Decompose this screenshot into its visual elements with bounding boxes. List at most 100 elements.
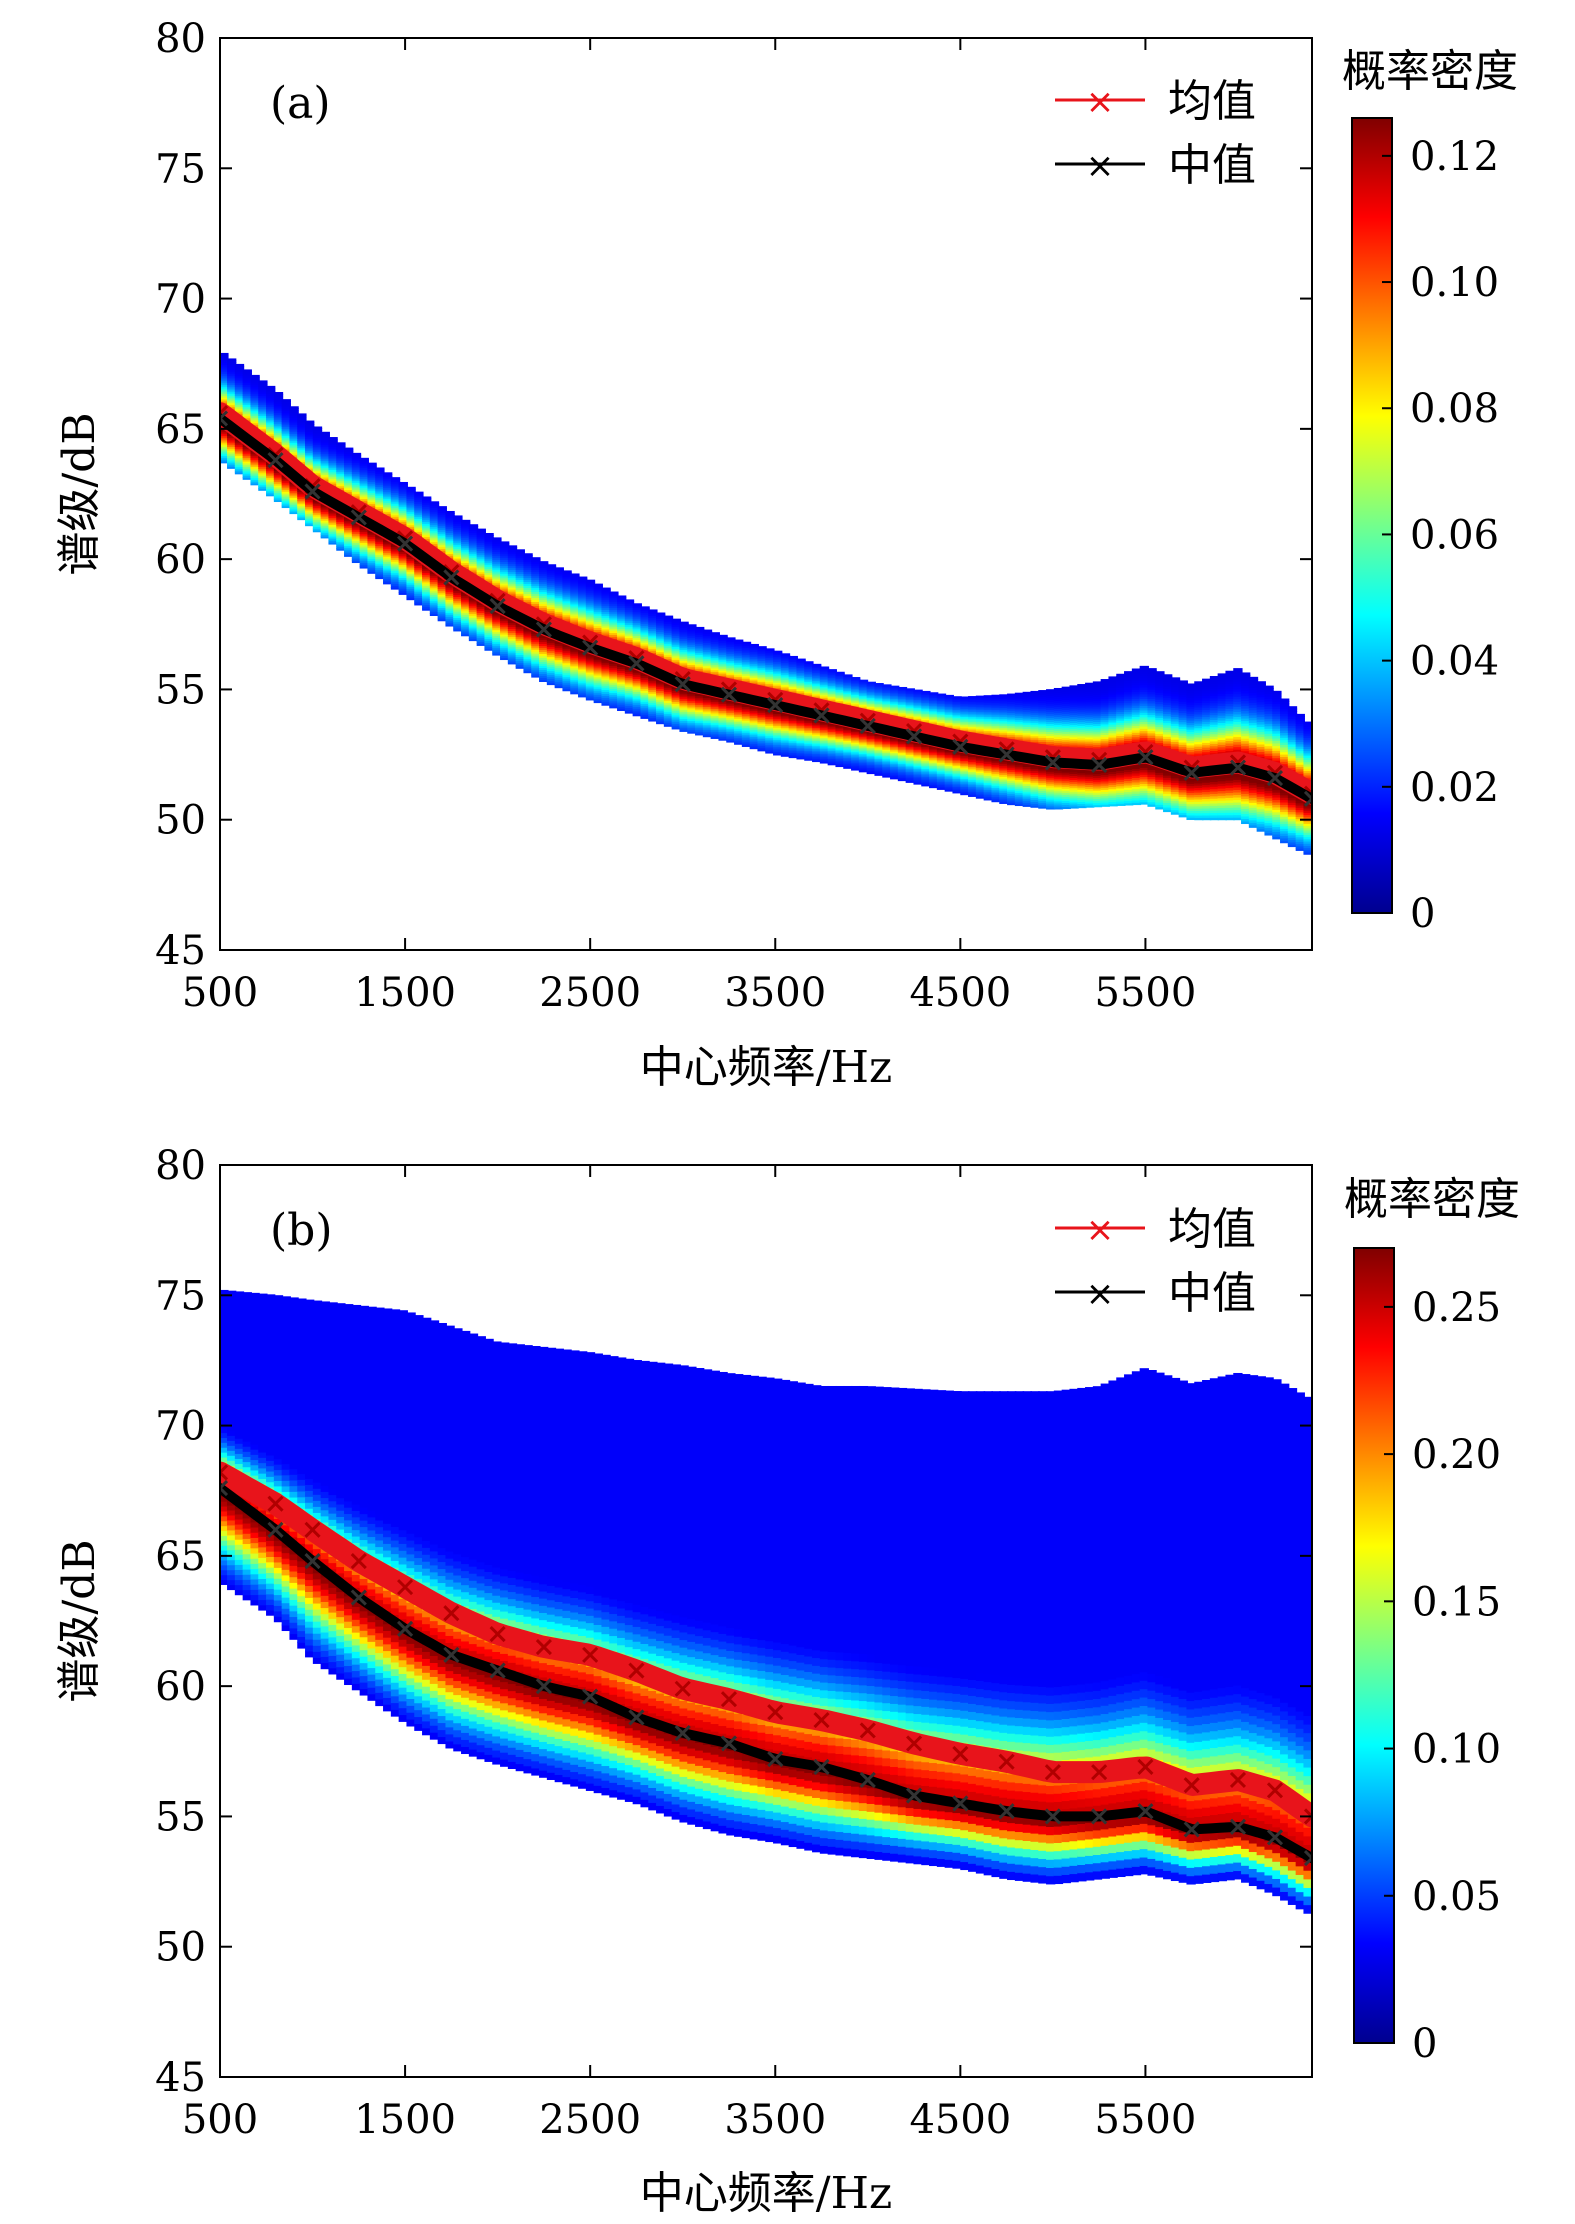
density-cell (679, 665, 689, 669)
density-cell (414, 568, 424, 572)
density-cell (726, 720, 736, 724)
density-cell (250, 374, 260, 378)
density-cell (718, 729, 728, 732)
density-cell (328, 470, 338, 474)
density-cell (741, 655, 752, 659)
density-cell (757, 672, 767, 675)
density-cell (500, 645, 510, 649)
density-cell (632, 642, 642, 646)
density-cell (476, 627, 486, 631)
density-cell (297, 443, 307, 447)
density-cell (562, 578, 572, 582)
density-cell (515, 628, 525, 632)
density-cell (523, 586, 533, 590)
density-cell (289, 418, 299, 422)
density-cell (617, 597, 627, 601)
density-cell (281, 426, 291, 429)
density-cell (640, 608, 650, 612)
density-cell (546, 604, 557, 608)
density-cell (585, 671, 596, 675)
density-cell (429, 537, 440, 541)
density-cell (796, 671, 806, 675)
density-cell (671, 697, 681, 701)
density-cell (367, 468, 377, 471)
density-cell (741, 652, 752, 655)
density-cell (687, 725, 697, 729)
density-cell (328, 513, 338, 517)
density-cell (554, 653, 564, 657)
density-cell (531, 575, 541, 579)
density-cell (515, 630, 525, 634)
density-cell (671, 657, 681, 660)
density-cell (320, 466, 330, 470)
density-cell (687, 714, 697, 718)
density-cell (258, 473, 268, 477)
density-cell (562, 660, 572, 664)
density-cell (851, 729, 861, 733)
density-cell (734, 644, 744, 648)
density-cell (507, 580, 518, 584)
density-cell (461, 558, 471, 562)
density-cell (375, 572, 385, 576)
density-cell (320, 526, 330, 530)
density-cell (656, 653, 666, 656)
density-cell (258, 416, 268, 420)
density-cell (788, 674, 798, 678)
density-cell (445, 528, 455, 532)
density-cell (851, 749, 861, 753)
density-cell (320, 442, 330, 446)
density-cell (827, 762, 837, 766)
density-cell (843, 739, 853, 743)
density-cell (757, 746, 767, 750)
density-cell (227, 455, 237, 458)
density-cell (585, 673, 596, 677)
density-cell (359, 457, 369, 461)
density-cell (336, 478, 346, 481)
density-cell (656, 614, 666, 618)
density-cell (702, 640, 713, 643)
density-cell (359, 488, 369, 492)
density-cell (515, 592, 525, 596)
density-cell (554, 651, 564, 655)
density-cell (749, 716, 759, 720)
density-cell (632, 623, 642, 627)
density-cell (297, 413, 307, 417)
density-cell (289, 429, 299, 433)
density-cell (242, 471, 252, 475)
density-cell (601, 610, 611, 614)
density-cell (273, 481, 284, 484)
density-cell (320, 509, 330, 513)
density-cell (266, 475, 276, 479)
density-cell (414, 527, 424, 531)
density-cell (390, 477, 401, 480)
density-cell (765, 658, 775, 662)
density-cell (640, 695, 650, 699)
density-cell (220, 363, 229, 367)
density-cell (757, 680, 767, 684)
density-cell (351, 534, 362, 538)
density-cell (242, 373, 252, 376)
density-cell (679, 638, 689, 641)
density-cell (351, 478, 362, 482)
density-cell (843, 732, 853, 735)
density-cell (601, 614, 611, 618)
density-cell (695, 655, 705, 659)
density-cell (570, 575, 580, 579)
density-cell (476, 621, 486, 625)
density-cell (858, 685, 869, 689)
density-cell (234, 458, 245, 462)
density-cell (468, 539, 479, 543)
density-cell (297, 508, 307, 512)
density-cell (749, 676, 759, 680)
density-cell (585, 689, 596, 693)
density-cell (383, 581, 393, 585)
density-cell (741, 706, 752, 709)
density-cell (281, 487, 291, 491)
density-cell (234, 411, 245, 415)
density-cell (220, 435, 229, 438)
density-cell (375, 559, 385, 563)
density-cell (281, 444, 291, 447)
density-cell (367, 550, 377, 554)
density-cell (320, 440, 330, 444)
density-cell (305, 516, 315, 520)
